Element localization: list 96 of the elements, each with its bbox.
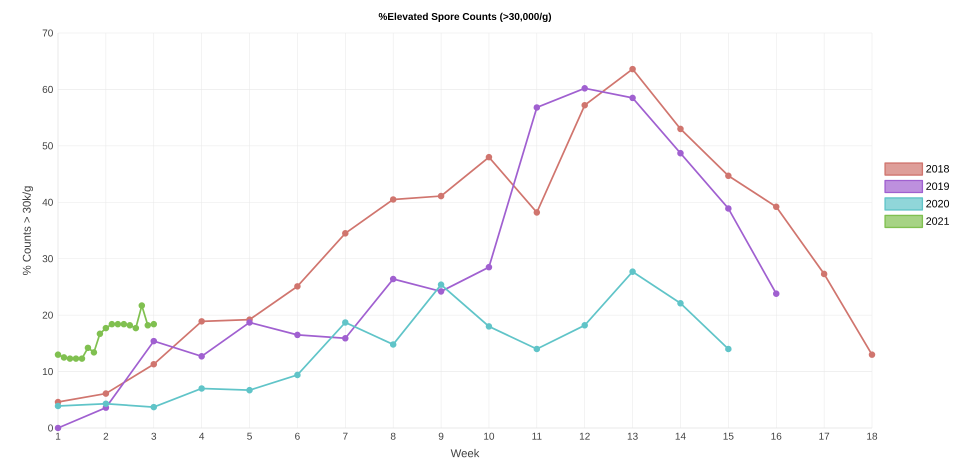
point <box>629 66 636 72</box>
legend-label: 2018 <box>926 165 949 173</box>
x-tick-label: 18 <box>867 432 878 440</box>
point <box>486 323 492 330</box>
legend-label: 2019 <box>926 182 949 190</box>
point <box>246 319 253 326</box>
point <box>126 322 134 329</box>
point <box>120 320 128 328</box>
x-tick-label: 13 <box>628 432 638 440</box>
point <box>725 205 732 212</box>
point <box>486 154 492 160</box>
x-tick-label: 4 <box>199 432 204 440</box>
x-tick-label: 7 <box>343 432 348 440</box>
point <box>677 126 684 132</box>
point <box>108 320 116 328</box>
y-tick-label: 40 <box>42 198 53 206</box>
point <box>96 330 104 338</box>
point <box>198 318 205 325</box>
point <box>629 268 636 275</box>
point <box>102 390 110 397</box>
point <box>294 372 301 378</box>
y-axis-title: % Counts > 30k/g <box>22 186 34 275</box>
chart-title: %Elevated Spore Counts (>30,000/g) <box>378 12 552 22</box>
point <box>438 281 444 288</box>
x-tick-label: 16 <box>771 432 782 440</box>
y-tick-label: 0 <box>48 424 53 432</box>
y-tick-label: 70 <box>42 29 53 37</box>
y-tick-label: 20 <box>42 312 53 319</box>
point <box>150 404 158 410</box>
x-tick-label: 3 <box>151 432 156 440</box>
y-tick-label: 30 <box>42 255 53 262</box>
point <box>725 172 732 180</box>
point <box>294 283 301 290</box>
y-tick-label: 10 <box>42 368 53 376</box>
x-tick-label: 17 <box>819 432 830 440</box>
x-tick-label: 2 <box>104 432 108 440</box>
point <box>581 322 588 329</box>
x-tick-label: 8 <box>390 432 396 440</box>
x-tick-label: 1 <box>56 432 60 440</box>
point <box>90 349 98 356</box>
point <box>132 324 140 332</box>
point <box>581 102 588 108</box>
x-axis-title: Week <box>450 448 480 458</box>
point <box>342 334 349 342</box>
point <box>72 355 80 362</box>
point <box>102 324 110 332</box>
point <box>390 341 396 348</box>
x-tick-label: 5 <box>247 432 252 440</box>
point <box>102 400 110 407</box>
point <box>438 192 444 200</box>
point <box>150 360 158 368</box>
point <box>677 150 684 156</box>
point <box>144 322 152 329</box>
point <box>60 354 68 361</box>
point <box>772 204 780 210</box>
legend-label: 2020 <box>926 200 950 208</box>
x-tick-label: 15 <box>724 432 734 440</box>
point <box>629 94 636 102</box>
point <box>294 332 301 338</box>
point <box>486 264 492 270</box>
x-tick-label: 6 <box>295 432 300 440</box>
point <box>150 320 158 328</box>
point <box>342 319 349 326</box>
point <box>54 424 62 432</box>
point <box>150 338 158 344</box>
x-tick-label: 14 <box>676 432 686 440</box>
x-tick-label: 10 <box>484 432 494 440</box>
point <box>725 346 732 352</box>
point <box>677 300 684 307</box>
point <box>78 355 86 362</box>
point <box>534 346 540 352</box>
point <box>198 353 205 360</box>
point <box>868 351 876 358</box>
point <box>54 402 62 410</box>
point <box>138 302 146 309</box>
point <box>198 385 205 392</box>
point <box>66 355 74 362</box>
point <box>438 288 444 295</box>
x-tick-label: 11 <box>532 432 542 440</box>
point <box>772 290 780 297</box>
x-tick-label: 12 <box>580 432 590 440</box>
point <box>54 351 62 358</box>
x-tick-label: 9 <box>438 432 444 440</box>
point <box>390 276 396 282</box>
point <box>820 270 828 278</box>
point <box>342 230 349 237</box>
y-tick-label: 60 <box>42 86 53 93</box>
y-tick-label: 50 <box>42 142 53 150</box>
point <box>84 344 92 352</box>
point <box>534 209 540 216</box>
point <box>534 104 540 111</box>
point <box>390 196 396 203</box>
point <box>581 85 588 92</box>
point <box>114 320 122 328</box>
legend-label: 2021 <box>926 217 949 225</box>
point <box>246 386 253 394</box>
